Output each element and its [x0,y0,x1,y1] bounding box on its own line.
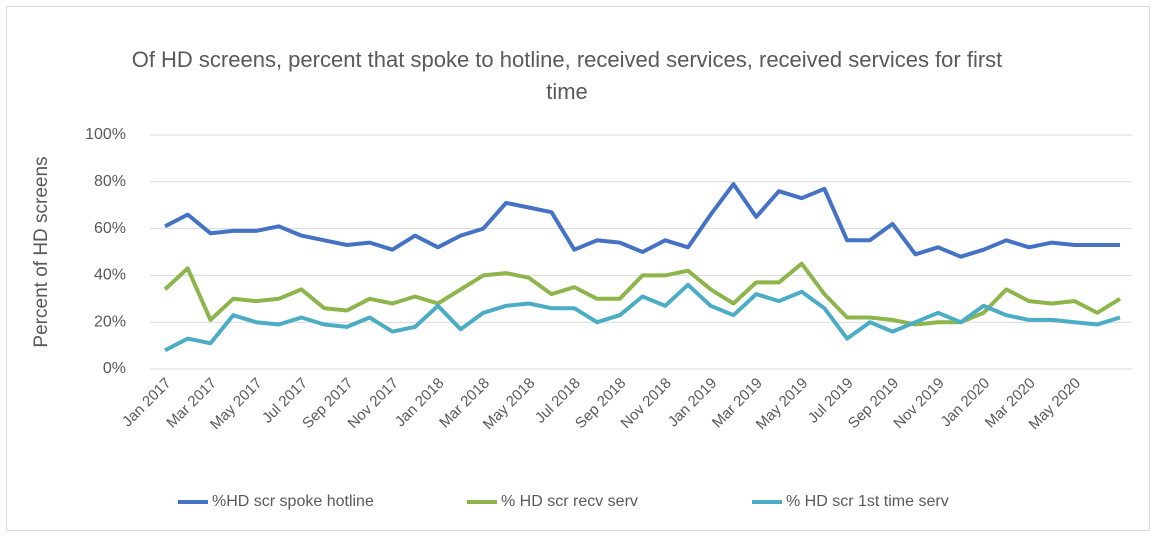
legend-label: % HD scr 1st time serv [786,493,949,510]
series-line [164,282,1121,353]
chart-border [6,6,1150,531]
x-tick-label: Nov 2017 [345,375,402,432]
y-tick-label: 40% [94,267,126,284]
chart-title: Of HD screens, percent that spoke to hot… [131,47,1003,104]
x-tick-label: Nov 2019 [890,375,947,432]
legend-label: %HD scr spoke hotline [212,493,374,510]
series-line [164,182,1120,259]
y-tick-label: 20% [94,313,126,330]
y-axis-label: Percent of HD screens [31,156,52,347]
y-tick-label: 0% [103,360,126,377]
legend-label: % HD scr recv serv [501,493,638,510]
series-line [163,261,1122,327]
y-tick-label: 80% [94,173,126,190]
x-tick-label: Nov 2018 [617,375,674,432]
y-tick-label: 100% [85,126,126,143]
y-tick-label: 60% [94,220,126,237]
